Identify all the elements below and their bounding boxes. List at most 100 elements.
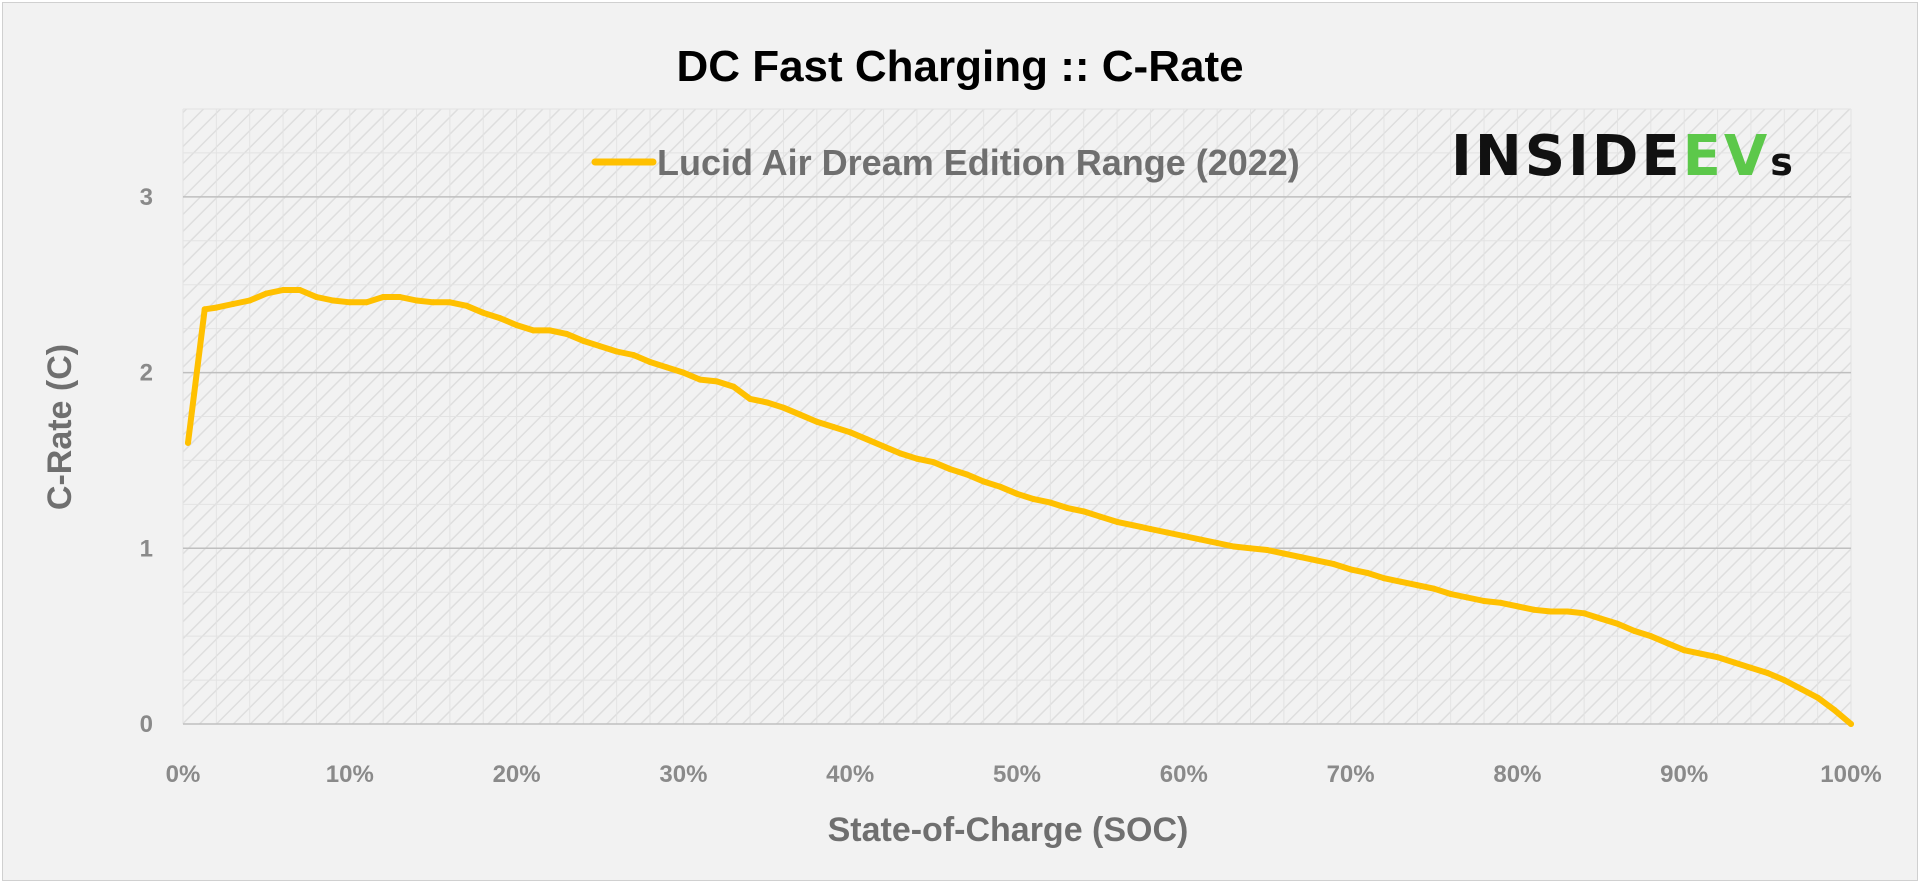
y-tick-label: 0 xyxy=(140,711,153,738)
data-point xyxy=(1547,608,1554,615)
data-point xyxy=(1814,694,1821,701)
data-point xyxy=(1747,664,1754,671)
logo-part-inside: INSIDE xyxy=(1451,124,1683,189)
data-point xyxy=(1764,670,1771,676)
data-point xyxy=(1531,606,1538,613)
data-point xyxy=(680,369,687,376)
x-tick-label: 80% xyxy=(1493,761,1541,788)
y-tick-label: 1 xyxy=(140,535,153,562)
x-tick-label: 10% xyxy=(326,761,374,788)
x-tick-label: 30% xyxy=(659,761,707,788)
data-point xyxy=(1697,650,1704,657)
data-point xyxy=(480,309,487,316)
data-point xyxy=(597,343,603,350)
data-point xyxy=(563,330,570,337)
x-tick-label: 90% xyxy=(1660,761,1708,788)
data-point xyxy=(1831,706,1838,713)
data-point xyxy=(964,471,970,478)
data-point xyxy=(1481,598,1487,604)
data-point xyxy=(880,443,887,450)
data-point xyxy=(330,297,337,304)
x-tick-label: 100% xyxy=(1820,761,1881,788)
data-point xyxy=(430,299,437,306)
y-tick-label: 3 xyxy=(140,184,153,211)
data-point xyxy=(1264,547,1271,553)
data-point xyxy=(1080,508,1087,515)
x-tick-label: 20% xyxy=(493,761,541,788)
data-point xyxy=(713,378,720,385)
legend: Lucid Air Dream Edition Range (2022) xyxy=(591,142,1300,183)
data-point xyxy=(313,294,320,300)
data-point xyxy=(1197,536,1204,543)
data-point xyxy=(1114,518,1121,525)
data-point xyxy=(296,287,303,293)
data-point xyxy=(380,294,387,300)
svg-text:INSIDEEVs: INSIDEEVs xyxy=(1451,124,1796,189)
data-point xyxy=(1848,721,1854,727)
x-tick-labels: 0% 10% 20% 30% 40% 50% 60% 70% 80% 90% 100% xyxy=(166,761,1882,788)
insideevs-logo: INSIDEEVs xyxy=(1451,124,1796,189)
data-point xyxy=(913,455,920,462)
data-point xyxy=(830,424,837,430)
data-point xyxy=(1330,561,1337,568)
x-tick-label: 40% xyxy=(826,761,874,788)
data-point xyxy=(1347,566,1354,573)
data-point xyxy=(580,337,587,344)
data-point xyxy=(246,297,253,304)
data-point xyxy=(1431,585,1437,592)
data-point xyxy=(1230,543,1237,550)
data-point xyxy=(530,327,537,334)
y-tick-labels: 0 1 2 3 xyxy=(140,184,153,738)
data-point xyxy=(1314,557,1321,564)
data-point xyxy=(1214,540,1221,546)
data-point xyxy=(1014,490,1020,497)
data-point xyxy=(1381,575,1387,582)
chart-title: DC Fast Charging :: C-Rate xyxy=(676,42,1243,91)
data-point xyxy=(547,327,553,334)
data-point xyxy=(1664,640,1671,647)
data-point xyxy=(1247,545,1254,552)
data-point xyxy=(980,478,987,485)
y-tick-label: 2 xyxy=(140,360,153,387)
data-point xyxy=(697,376,704,383)
legend-label: Lucid Air Dream Edition Range (2022) xyxy=(657,142,1300,183)
series-layer xyxy=(185,287,1854,727)
data-point xyxy=(813,418,820,425)
data-point xyxy=(280,287,287,293)
data-point xyxy=(201,306,208,313)
data-point xyxy=(1497,599,1504,606)
major-gridlines xyxy=(183,196,1851,725)
data-point xyxy=(847,429,854,436)
data-point xyxy=(780,404,787,411)
data-point xyxy=(1130,522,1137,529)
data-point xyxy=(1064,504,1070,511)
data-point xyxy=(1097,513,1104,520)
data-point xyxy=(647,359,653,365)
data-point xyxy=(797,411,804,418)
data-point xyxy=(346,299,353,306)
data-point xyxy=(413,297,420,304)
x-tick-label: 70% xyxy=(1327,761,1375,788)
data-point xyxy=(1147,526,1154,532)
chart-svg: DC Fast Charging :: C-Rate 0% 10% 20% 30% 40… xyxy=(41,42,1882,849)
data-point xyxy=(897,450,904,457)
data-point xyxy=(1714,654,1721,661)
logo-part-ev: EV xyxy=(1683,124,1771,189)
data-point xyxy=(997,483,1004,490)
data-point xyxy=(496,315,503,322)
x-tick-label: 0% xyxy=(166,761,201,788)
data-point xyxy=(363,299,370,306)
data-point xyxy=(1280,550,1287,557)
data-point xyxy=(396,294,403,300)
data-point xyxy=(1614,620,1621,627)
data-point xyxy=(1447,591,1454,597)
data-point xyxy=(213,304,220,311)
data-point xyxy=(1597,615,1604,622)
data-point xyxy=(863,436,870,443)
logo-part-s: s xyxy=(1770,140,1796,184)
data-point xyxy=(1681,647,1688,654)
data-point xyxy=(1364,569,1371,576)
data-point xyxy=(663,364,670,371)
data-point xyxy=(730,383,737,390)
